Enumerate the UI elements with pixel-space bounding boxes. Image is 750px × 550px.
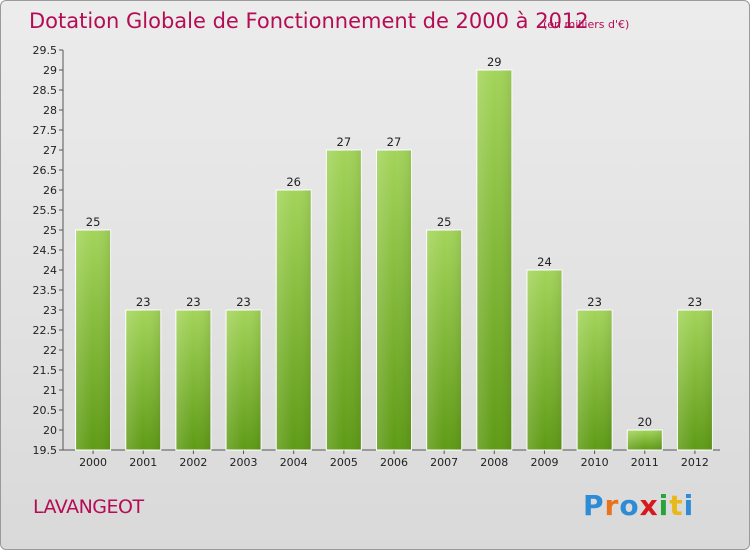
x-tick-label: 2000: [79, 456, 107, 469]
x-tick-label: 2002: [179, 456, 207, 469]
data-label: 27: [337, 135, 352, 149]
x-tick-label: 2010: [581, 456, 609, 469]
data-label: 23: [587, 295, 602, 309]
bar-shine: [627, 430, 663, 450]
y-tick-label: 23.5: [33, 284, 58, 297]
x-tick-label: 2005: [330, 456, 358, 469]
y-tick-label: 22: [43, 344, 57, 357]
data-label: 26: [286, 175, 301, 189]
bar-shine: [677, 310, 713, 450]
bar-shine: [526, 270, 562, 450]
commune-name: LAVANGEOT: [33, 496, 144, 518]
y-tick-label: 26: [43, 184, 57, 197]
bar-shine: [226, 310, 262, 450]
y-tick-label: 28.5: [33, 84, 58, 97]
x-tick-label: 2006: [380, 456, 408, 469]
chart-title: Dotation Globale de Fonctionnement de 20…: [29, 9, 589, 33]
y-tick-label: 29.5: [33, 44, 58, 57]
data-label: 23: [688, 295, 703, 309]
y-tick-label: 25: [43, 224, 57, 237]
x-tick-label: 2012: [681, 456, 709, 469]
y-tick-label: 27: [43, 144, 57, 157]
y-tick-label: 20: [43, 424, 57, 437]
y-tick-label: 28: [43, 104, 57, 117]
chart-subtitle: (en milliers d'€): [543, 18, 630, 31]
data-label: 25: [86, 215, 101, 229]
data-label: 24: [537, 255, 552, 269]
chart-axes: 19.5 20 20.5 21 21.5 22 22.5 23 23.5 24 24.5 25 25.5…: [33, 44, 720, 469]
bar-shine: [376, 150, 412, 450]
y-tick-label: 21: [43, 384, 57, 397]
bar-shine: [276, 190, 312, 450]
data-label: 27: [387, 135, 402, 149]
x-tick-label: 2007: [430, 456, 458, 469]
y-tick-label: 21.5: [33, 364, 58, 377]
bar-shine: [577, 310, 613, 450]
data-label: 23: [186, 295, 201, 309]
bar-shine: [476, 70, 512, 450]
y-tick-label: 27.5: [33, 124, 58, 137]
y-tick-label: 19.5: [33, 444, 58, 457]
data-label: 20: [637, 415, 652, 429]
x-tick-label: 2008: [480, 456, 508, 469]
y-tick-label: 23: [43, 304, 57, 317]
x-tick-label: 2003: [230, 456, 258, 469]
x-tick-label: 2011: [631, 456, 659, 469]
data-label: 25: [437, 215, 452, 229]
bar-shine: [125, 310, 161, 450]
y-tick-label: 24: [43, 264, 57, 277]
data-labels: 25 23 23 23 26 27 27 25 29 24 23 20 23: [86, 55, 702, 429]
y-tick-label: 25.5: [33, 204, 58, 217]
y-tick-label: 29: [43, 64, 57, 77]
y-tick-label: 22.5: [33, 324, 58, 337]
data-label: 29: [487, 55, 502, 69]
bar-series: [75, 69, 713, 451]
x-tick-label: 2009: [530, 456, 558, 469]
y-tick-label: 20.5: [33, 404, 58, 417]
y-tick-label: 24.5: [33, 244, 58, 257]
x-tick-label: 2004: [280, 456, 308, 469]
data-label: 23: [236, 295, 251, 309]
y-tick-label: 26.5: [33, 164, 58, 177]
bar-shine: [326, 150, 362, 450]
x-tick-label: 2001: [129, 456, 157, 469]
data-label: 23: [136, 295, 151, 309]
bar-shine: [75, 230, 111, 450]
bar-shine: [426, 230, 462, 450]
bar-shine: [175, 310, 211, 450]
proxiti-logo[interactable]: Proxiti: [583, 489, 695, 522]
